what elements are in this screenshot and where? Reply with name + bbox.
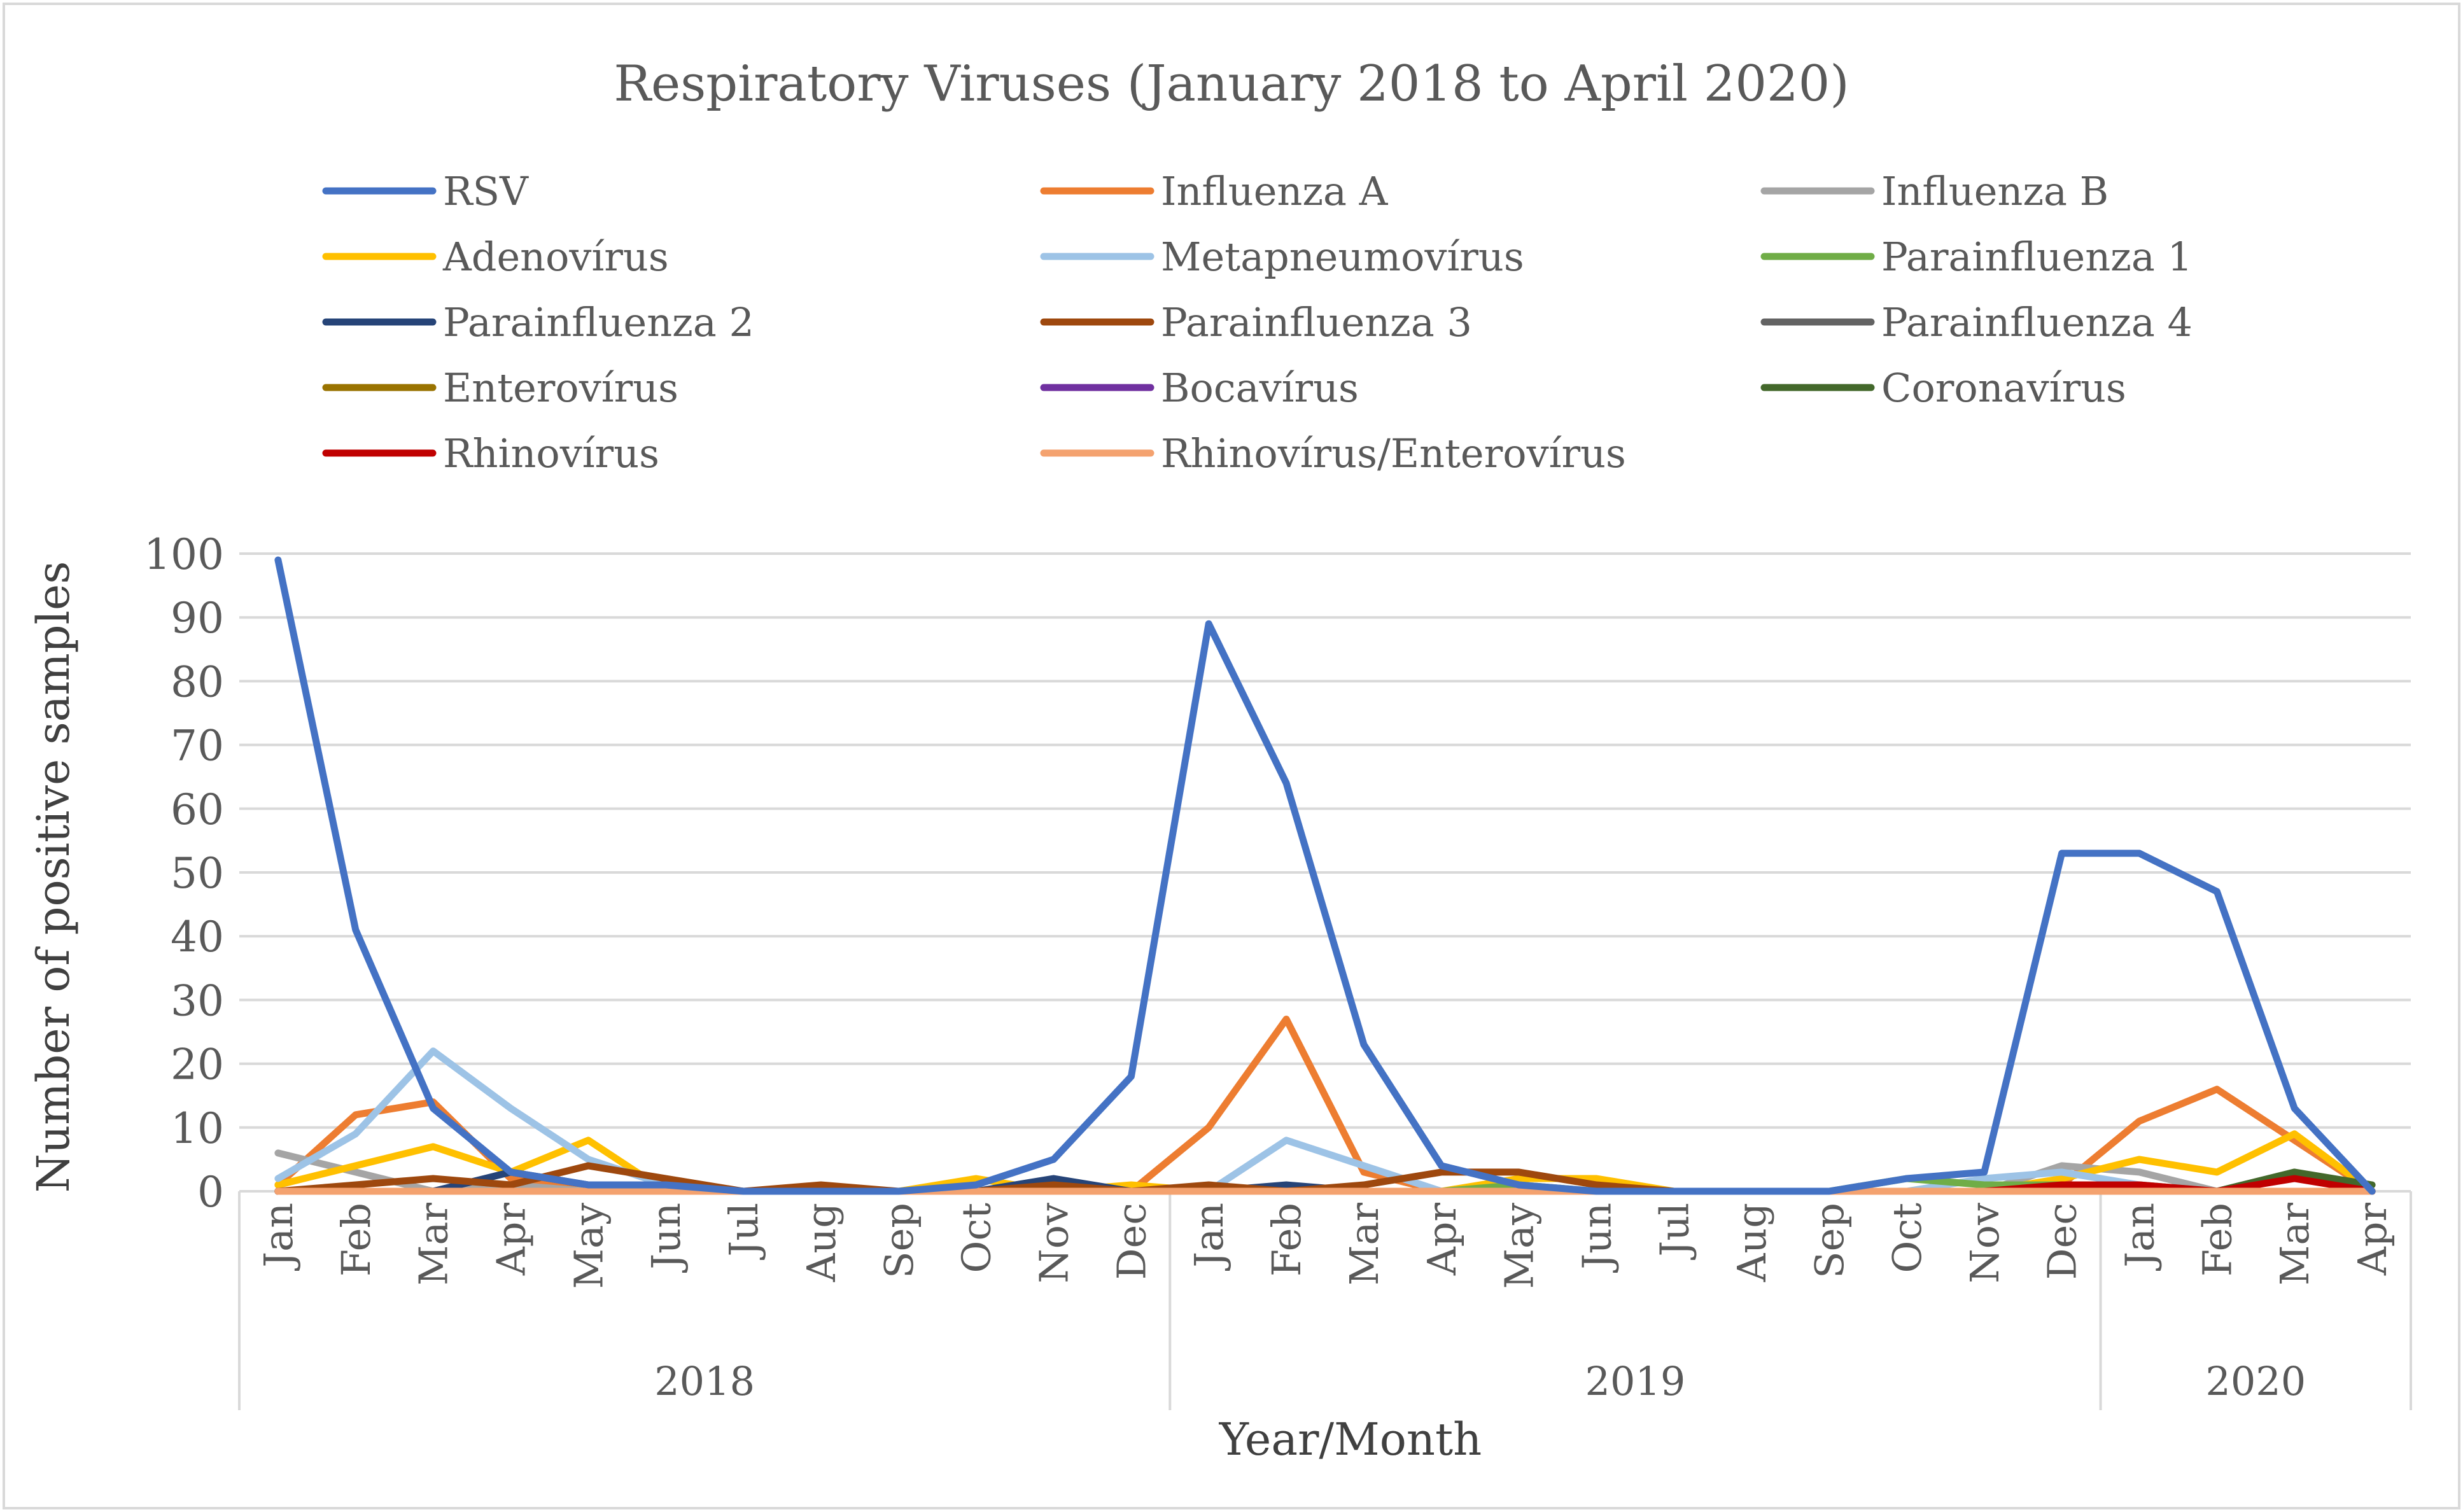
y-tick-label: 10: [171, 1104, 224, 1153]
x-tick-label: Jan: [2117, 1203, 2163, 1271]
x-tick-label: Apr: [488, 1203, 535, 1276]
legend-label-parainfluenza-1: Parainfluenza 1: [1881, 234, 2193, 280]
x-tick-label: Feb: [333, 1203, 379, 1277]
x-tick-label: Aug: [798, 1203, 845, 1282]
x-tick-label: Apr: [2349, 1203, 2396, 1276]
y-axis-label: Number of positive samples: [27, 561, 80, 1193]
x-tick-label: Oct: [953, 1203, 1000, 1273]
year-group-label: 2019: [1585, 1358, 1686, 1404]
x-tick-label: Apr: [1419, 1203, 1465, 1276]
x-tick-label: Nov: [1031, 1203, 1077, 1284]
chart-border: [3, 3, 2460, 1509]
x-tick-label: Sep: [876, 1203, 922, 1278]
x-tick-label: Oct: [1884, 1203, 1930, 1273]
y-tick-label: 40: [171, 913, 224, 962]
x-axis: Jan Feb Mar Apr May Jun Jul Aug Sep Oct Nov Dec Jan F…: [238, 1190, 2412, 1410]
legend-label-bocav-rus: Bocavírus: [1161, 365, 1359, 411]
y-tick-label: 20: [171, 1040, 224, 1089]
x-tick-label: Jun: [1574, 1203, 1620, 1273]
x-tick-label: Sep: [1806, 1203, 1853, 1278]
year-group-label: 2020: [2205, 1358, 2306, 1404]
legend-label-enterov-rus: Enterovírus: [443, 365, 678, 411]
y-tick-label: 90: [171, 594, 224, 643]
y-tick-label: 100: [144, 530, 224, 579]
chart-title: Respiratory Viruses (January 2018 to Apr…: [614, 55, 1849, 113]
x-tick-label: Dec: [1108, 1203, 1154, 1280]
y-axis-ticks: 0 10 20 30 40 50 60 70 80 90 100: [144, 530, 224, 1217]
legend-label-rsv: RSV: [443, 168, 529, 214]
x-tick-label: Jan: [1186, 1203, 1232, 1271]
x-tick-label: Mar: [1341, 1203, 1387, 1285]
legend-label-coronav-rus: Coronavírus: [1881, 365, 2126, 411]
legend: RSV Influenza A Influenza B Adenovírus Metap…: [322, 168, 2193, 477]
x-tick-label: Jan: [255, 1203, 302, 1271]
x-tick-label: Nov: [1961, 1203, 2008, 1284]
legend-label-parainfluenza-2: Parainfluenza 2: [443, 299, 754, 346]
x-tick-label: Mar: [410, 1203, 457, 1285]
y-tick-label: 50: [171, 849, 224, 898]
y-tick-label: 80: [171, 657, 224, 706]
x-tick-label: Feb: [1263, 1203, 1310, 1277]
x-tick-label: Feb: [2194, 1203, 2240, 1277]
x-axis-label: Year/Month: [1219, 1413, 1482, 1466]
legend-label-adenov-rus: Adenovírus: [442, 234, 669, 280]
x-tick-label: Aug: [1729, 1203, 1775, 1282]
x-tick-label: Jul: [1651, 1203, 1697, 1261]
y-tick-label: 60: [171, 785, 224, 834]
series-lines: [274, 556, 2376, 1195]
x-tick-label: May: [565, 1203, 612, 1289]
x-tick-label: Jun: [643, 1203, 689, 1273]
x-tick-label: Jul: [720, 1203, 767, 1261]
legend-label-parainfluenza-3: Parainfluenza 3: [1161, 299, 1472, 346]
legend-label-metapneumov-rus: Metapneumovírus: [1161, 234, 1524, 280]
legend-label-rhinov-rus-enterov-rus: Rhinovírus/Enterovírus: [1161, 430, 1626, 477]
x-tick-label: Mar: [2271, 1203, 2318, 1285]
y-tick-label: 30: [171, 976, 224, 1025]
legend-label-influenza-a: Influenza A: [1161, 168, 1389, 214]
x-tick-label: Dec: [2039, 1203, 2086, 1280]
year-group-label: 2018: [654, 1358, 755, 1404]
y-tick-label: 0: [197, 1168, 224, 1217]
series-line-rsv: [274, 556, 2376, 1195]
legend-label-influenza-b: Influenza B: [1881, 168, 2109, 214]
x-tick-label: May: [1496, 1203, 1543, 1289]
legend-label-parainfluenza-4: Parainfluenza 4: [1881, 299, 2193, 346]
y-tick-label: 70: [171, 722, 224, 771]
legend-label-rhinov-rus: Rhinovírus: [443, 430, 659, 477]
